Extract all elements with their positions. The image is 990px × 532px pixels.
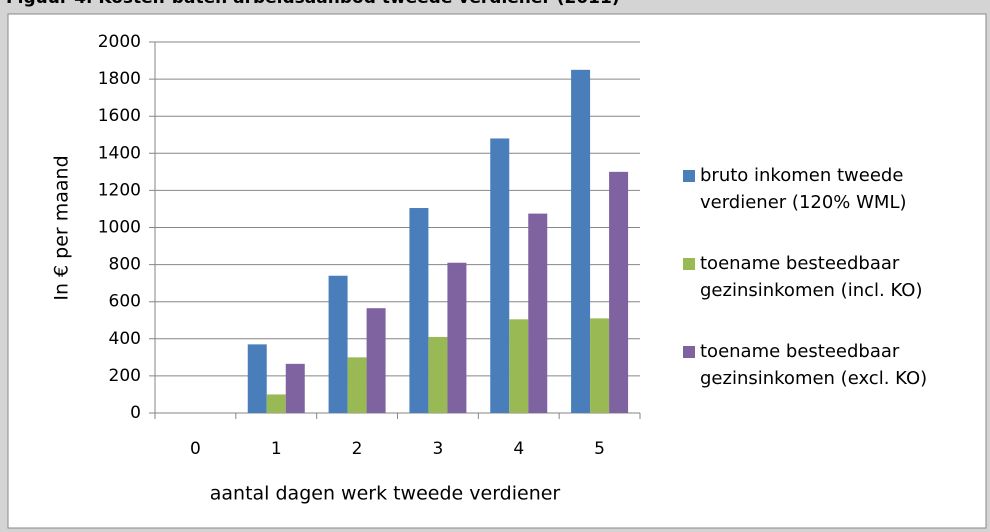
chart-title: Figuur 4. Kosten-baten arbeidsaanbod twe… [6, 0, 620, 8]
x-tick-label: 4 [513, 439, 524, 459]
y-tick-label: 1400 [98, 143, 141, 163]
legend-label: toename besteedbaar gezinsinkomen (excl.… [700, 341, 928, 389]
bar [528, 213, 548, 413]
y-tick-label: 1600 [98, 106, 141, 126]
legend-swatch [683, 346, 695, 358]
y-tick-label: 2000 [98, 32, 141, 52]
x-axis-label: aantal dagen werk tweede verdiener [210, 483, 561, 505]
x-tick-label: 1 [271, 439, 282, 459]
bar [509, 319, 529, 413]
x-tick-label: 0 [190, 439, 201, 459]
bar [490, 138, 510, 413]
y-tick-label: 200 [109, 366, 141, 386]
bar [609, 171, 629, 413]
bar [328, 275, 348, 413]
bar [571, 69, 591, 413]
bar [447, 262, 467, 413]
bar [285, 363, 305, 413]
y-tick-label: 600 [109, 292, 141, 312]
y-tick-label: 1800 [98, 69, 141, 89]
bar [366, 308, 386, 413]
legend-swatch [683, 170, 695, 182]
legend-label: bruto inkomen tweede verdiener (120% WML… [700, 165, 907, 213]
x-tick-label: 5 [594, 439, 605, 459]
y-axis-label: In € per maand [51, 155, 73, 300]
y-tick-label: 400 [109, 329, 141, 349]
y-tick-label: 1000 [98, 218, 141, 238]
y-tick-label: 1200 [98, 180, 141, 200]
y-tick-label: 0 [130, 403, 141, 423]
legend-swatch [683, 258, 695, 270]
bar [247, 344, 267, 413]
y-tick-label: 800 [109, 255, 141, 275]
bar [266, 394, 286, 413]
bar [409, 208, 429, 413]
bar [590, 318, 610, 413]
x-tick-label: 3 [433, 439, 444, 459]
legend-label: toename besteedbaar gezinsinkomen (incl.… [700, 253, 923, 301]
bar [347, 357, 367, 413]
bar [428, 336, 448, 413]
x-tick-label: 2 [352, 439, 363, 459]
